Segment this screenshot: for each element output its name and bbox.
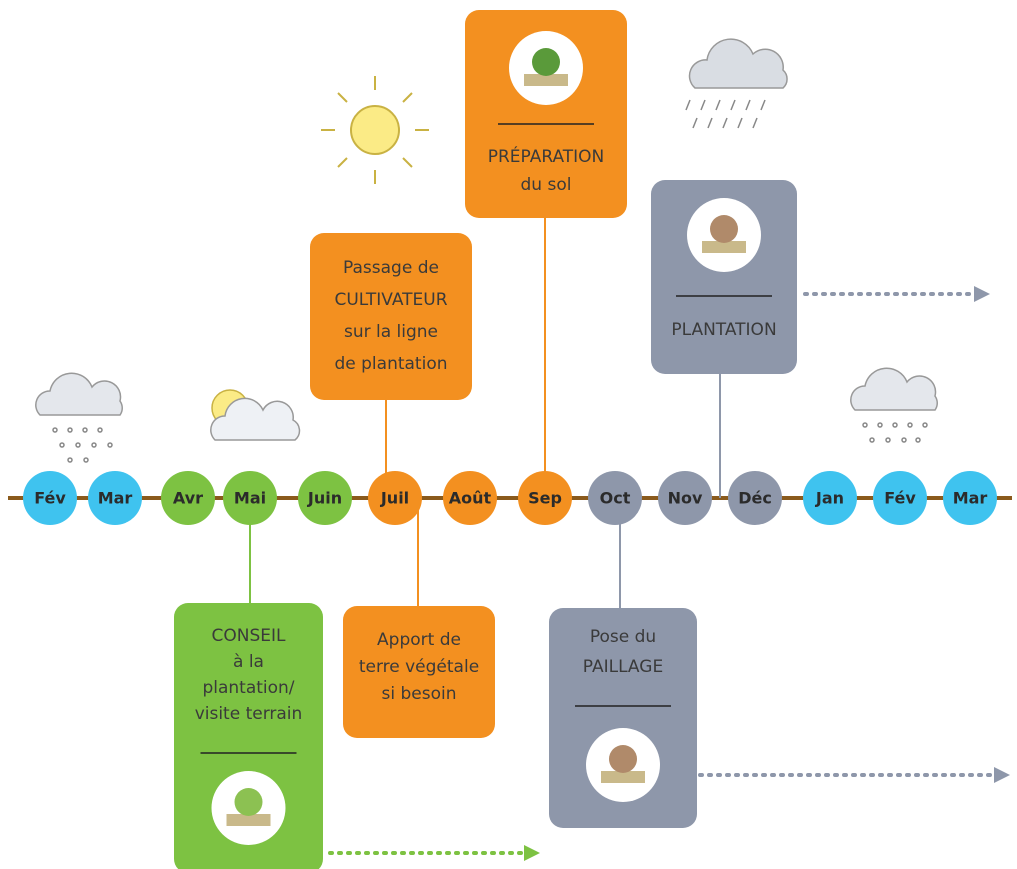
step-text: visite terrain [195, 704, 303, 724]
month-label: Août [449, 489, 492, 508]
step-text: CULTIVATEUR [334, 290, 447, 310]
step-text: plantation/ [202, 678, 294, 698]
icon-foliage [235, 788, 263, 816]
month-label: Oct [600, 489, 631, 508]
sun [321, 76, 429, 184]
step-text: terre végétale [359, 657, 479, 677]
snow-cloud [851, 368, 937, 442]
arrow-head [524, 845, 540, 861]
rain-cloud [686, 39, 787, 128]
month-label: Fév [34, 489, 66, 508]
month-label: Nov [668, 489, 703, 508]
month-label: Juin [307, 489, 342, 508]
step-text: sur la ligne [344, 322, 438, 342]
step-text: du sol [521, 175, 572, 195]
icon-foliage [609, 745, 637, 773]
arrow-head [994, 767, 1010, 783]
month-label: Mar [953, 489, 988, 508]
step-text: Apport de [377, 630, 461, 650]
step-text: PLANTATION [671, 320, 776, 340]
snow-cloud [36, 373, 122, 462]
month-label: Fév [884, 489, 916, 508]
month-label: Avr [173, 489, 203, 508]
month-label: Déc [738, 489, 772, 508]
step-text: CONSEIL [212, 626, 287, 646]
step-text: à la [233, 652, 264, 672]
month-label: Mar [98, 489, 133, 508]
step-text: si besoin [382, 684, 457, 704]
icon-foliage [532, 48, 560, 76]
step-text: PRÉPARATION [488, 145, 605, 167]
step-text: Passage de [343, 258, 439, 278]
arrow-head [974, 286, 990, 302]
sun-cloud [211, 390, 300, 440]
month-label: Mai [234, 489, 266, 508]
month-label: Sep [528, 489, 562, 508]
month-label: Jan [815, 489, 844, 508]
month-label: Juil [380, 489, 409, 508]
icon-foliage [710, 215, 738, 243]
step-text: de plantation [334, 354, 447, 374]
step-text: PAILLAGE [583, 657, 663, 677]
timeline-diagram: PRÉPARATION du sol Passage de CULTIVATEUR su… [0, 0, 1017, 869]
step-text: Pose du [590, 627, 656, 647]
